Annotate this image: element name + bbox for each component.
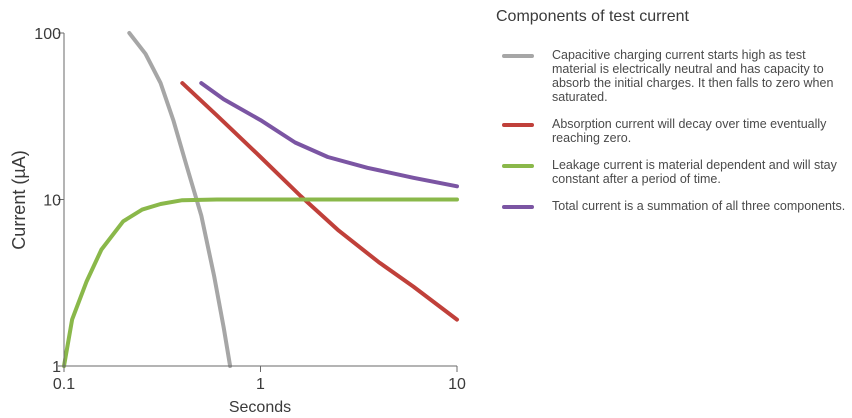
legend-text-total: Total current is a summation of all thre… [552, 199, 846, 213]
legend-swatch-leakage [502, 164, 534, 168]
series-line-leakage [62, 197, 459, 368]
legend-text-absorption: Absorption current will decay over time … [552, 117, 827, 145]
series-layer [62, 31, 459, 368]
legend-item-absorption: Absorption current will decay over time … [496, 117, 846, 145]
legend-title: Components of test current [496, 8, 689, 25]
legend-text-leakage: Leakage current is material dependent an… [552, 158, 837, 186]
x-tick-label: 1 [256, 376, 265, 393]
legend-swatch-capacitive [502, 54, 534, 58]
x-tick-label: 0.1 [53, 376, 75, 393]
legend-swatch-total [502, 205, 534, 209]
x-axis-title: Seconds [229, 399, 291, 416]
legend-item-total: Total current is a summation of all thre… [496, 199, 846, 213]
y-tick-label: 1 [52, 359, 61, 376]
x-tick-label: 10 [448, 376, 466, 393]
y-tick-label: 100 [34, 26, 61, 43]
series-line-capacitive [127, 31, 233, 368]
y-axis-title: Current (µA) [9, 150, 29, 249]
series-line-total [199, 81, 459, 189]
legend: Components of test current Capacitive ch… [496, 8, 846, 226]
legend-item-capacitive: Capacitive charging current starts high … [496, 48, 846, 104]
legend-text-capacitive: Capacitive charging current starts high … [552, 48, 834, 104]
y-tick-label: 10 [43, 193, 61, 210]
legend-swatch-absorption [502, 123, 534, 127]
legend-item-leakage: Leakage current is material dependent an… [496, 158, 846, 186]
series-line-absorption [180, 81, 459, 322]
